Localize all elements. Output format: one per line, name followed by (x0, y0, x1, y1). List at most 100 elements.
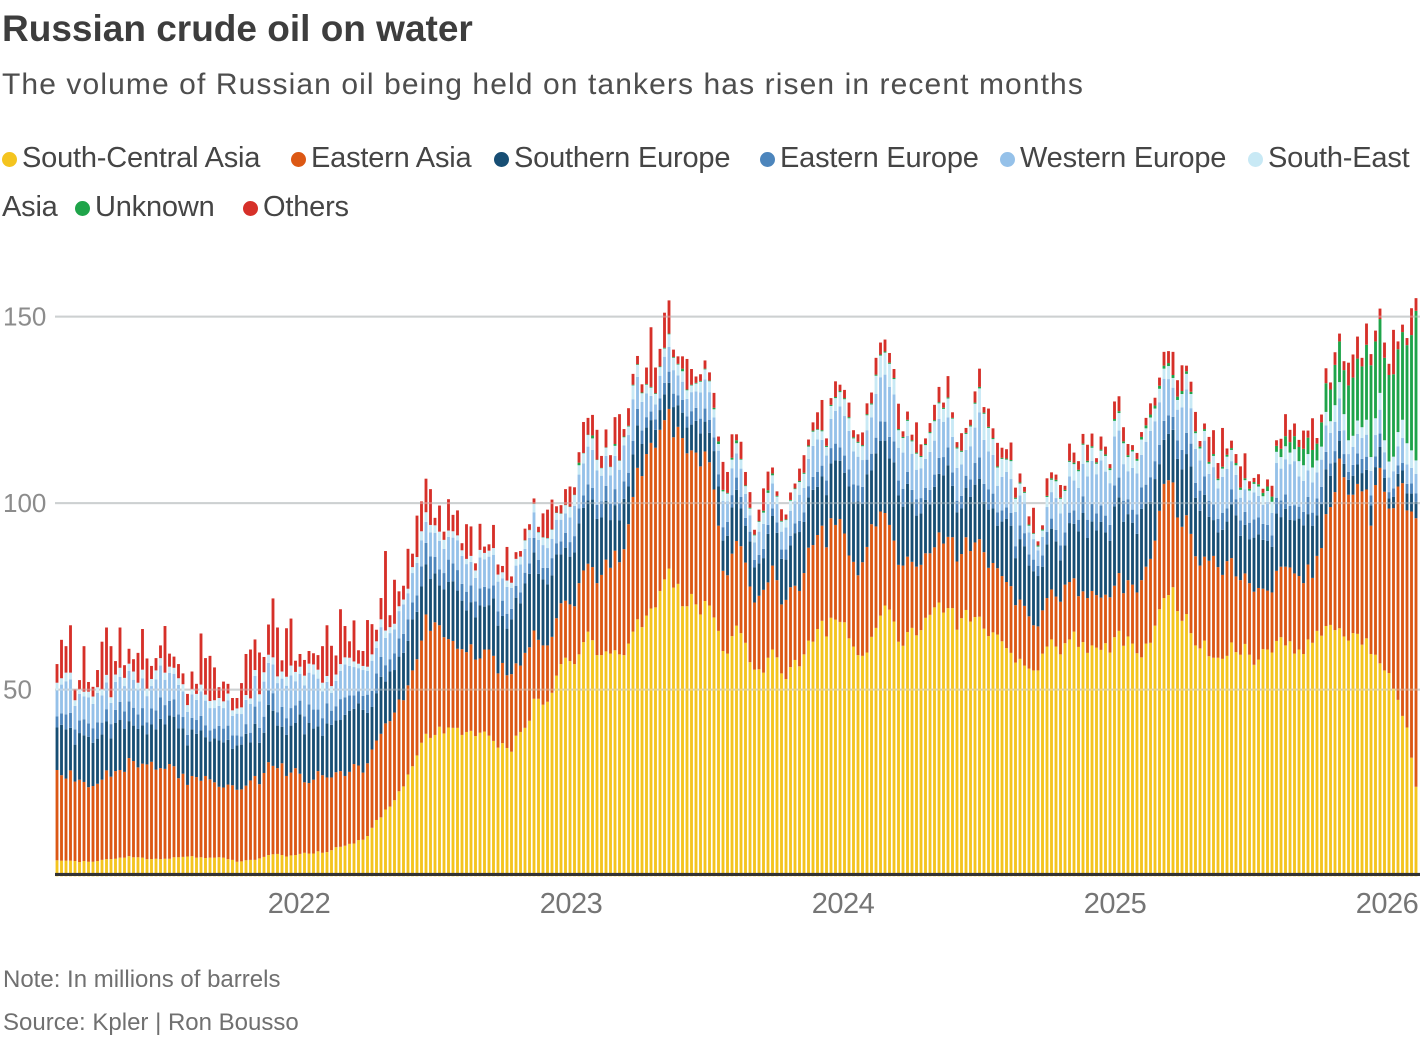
bar-stack[interactable] (793, 483, 797, 877)
bar-stack[interactable] (1144, 417, 1148, 877)
bar-stack[interactable] (231, 698, 234, 877)
bar-stack[interactable] (636, 355, 639, 877)
bar-stack[interactable] (244, 653, 248, 877)
bar-stack[interactable] (987, 408, 990, 877)
bar-stack[interactable] (582, 421, 585, 877)
bar-stack[interactable] (1239, 466, 1242, 877)
bar-stack[interactable] (1185, 365, 1188, 877)
bar-stack[interactable] (915, 422, 918, 877)
bar-stack[interactable] (825, 438, 828, 877)
bar-stack[interactable] (735, 434, 738, 877)
bar-stack[interactable] (1320, 414, 1323, 877)
bar-stack[interactable] (438, 505, 441, 877)
bar-stack[interactable] (892, 369, 896, 877)
bar-stack[interactable] (1162, 351, 1166, 877)
bar-stack[interactable] (496, 564, 500, 877)
bar-stack[interactable] (1342, 361, 1346, 877)
bar-stack[interactable] (213, 667, 216, 877)
bar-stack[interactable] (136, 652, 140, 877)
bar-stack[interactable] (942, 402, 945, 877)
bar-stack[interactable] (1216, 463, 1220, 877)
bar-stack[interactable] (1158, 377, 1161, 877)
bar-stack[interactable] (1284, 414, 1287, 877)
bar-stack[interactable] (1306, 430, 1310, 877)
bar-stack[interactable] (708, 372, 711, 877)
bar-stack[interactable] (982, 407, 986, 877)
bar-stack[interactable] (1167, 351, 1170, 877)
bar-stack[interactable] (100, 641, 104, 877)
bar-stack[interactable] (330, 645, 333, 877)
bar-stack[interactable] (586, 417, 590, 877)
bar-stack[interactable] (1140, 432, 1143, 877)
bar-stack[interactable] (420, 501, 423, 877)
bar-stack[interactable] (600, 455, 603, 877)
bar-stack[interactable] (838, 384, 842, 877)
bar-stack[interactable] (1009, 442, 1013, 877)
bar-stack[interactable] (208, 655, 212, 877)
bar-stack[interactable] (1315, 438, 1319, 877)
bar-stack[interactable] (1063, 485, 1067, 877)
bar-stack[interactable] (757, 509, 761, 877)
bar-stack[interactable] (834, 381, 837, 877)
bar-stack[interactable] (424, 478, 428, 877)
bar-stack[interactable] (798, 468, 801, 877)
bar-stack[interactable] (105, 627, 108, 877)
bar-stack[interactable] (1383, 342, 1386, 877)
bar-stack[interactable] (357, 650, 360, 877)
bar-stack[interactable] (334, 655, 338, 877)
bar-stack[interactable] (847, 402, 851, 877)
bar-stack[interactable] (451, 514, 455, 877)
bar-stack[interactable] (96, 670, 99, 877)
bar-stack[interactable] (748, 492, 752, 877)
bar-stack[interactable] (1311, 418, 1314, 877)
bar-stack[interactable] (690, 369, 693, 877)
bar-stack[interactable] (1374, 330, 1377, 877)
bar-stack[interactable] (181, 673, 185, 877)
bar-stack[interactable] (550, 499, 554, 877)
bar-stack[interactable] (537, 526, 540, 877)
bar-stack[interactable] (186, 693, 189, 877)
bar-stack[interactable] (312, 653, 315, 877)
bar-stack[interactable] (721, 461, 725, 877)
bar-stack[interactable] (717, 436, 720, 877)
bar-stack[interactable] (276, 627, 279, 877)
bar-stack[interactable] (132, 659, 135, 877)
bar-stack[interactable] (456, 510, 459, 877)
bar-stack[interactable] (771, 467, 774, 877)
bar-stack[interactable] (870, 392, 873, 877)
bar-stack[interactable] (910, 434, 914, 877)
bar-stack[interactable] (1414, 298, 1418, 877)
bar-stack[interactable] (604, 429, 608, 877)
bar-stack[interactable] (222, 681, 225, 877)
bar-stack[interactable] (1050, 472, 1053, 877)
bar-stack[interactable] (1392, 329, 1395, 877)
bar-stack[interactable] (1108, 464, 1112, 877)
bar-stack[interactable] (1194, 411, 1197, 877)
bar-stack[interactable] (1045, 478, 1049, 877)
bar-stack[interactable] (681, 356, 684, 877)
bar-stack[interactable] (226, 683, 230, 877)
bar-stack[interactable] (685, 358, 689, 877)
bar-stack[interactable] (946, 376, 950, 877)
bar-stack[interactable] (807, 439, 810, 877)
bar-stack[interactable] (1126, 443, 1130, 877)
bar-stack[interactable] (658, 348, 662, 877)
bar-stack[interactable] (1027, 516, 1031, 877)
bar-stack[interactable] (1149, 403, 1152, 877)
bar-stack[interactable] (1171, 351, 1175, 877)
bar-stack[interactable] (654, 367, 657, 877)
bar-stack[interactable] (726, 471, 729, 877)
bar-stack[interactable] (627, 408, 630, 877)
bar-stack[interactable] (316, 655, 320, 877)
bar-stack[interactable] (415, 515, 419, 877)
bar-stack[interactable] (199, 633, 203, 877)
bar-stack[interactable] (1090, 433, 1094, 877)
bar-stack[interactable] (168, 653, 171, 877)
bar-stack[interactable] (82, 646, 86, 877)
bar-stack[interactable] (789, 492, 792, 877)
bar-stack[interactable] (784, 514, 788, 877)
bar-stack[interactable] (699, 374, 702, 877)
bar-stack[interactable] (339, 609, 342, 877)
bar-stack[interactable] (294, 660, 297, 877)
bar-stack[interactable] (141, 629, 144, 877)
